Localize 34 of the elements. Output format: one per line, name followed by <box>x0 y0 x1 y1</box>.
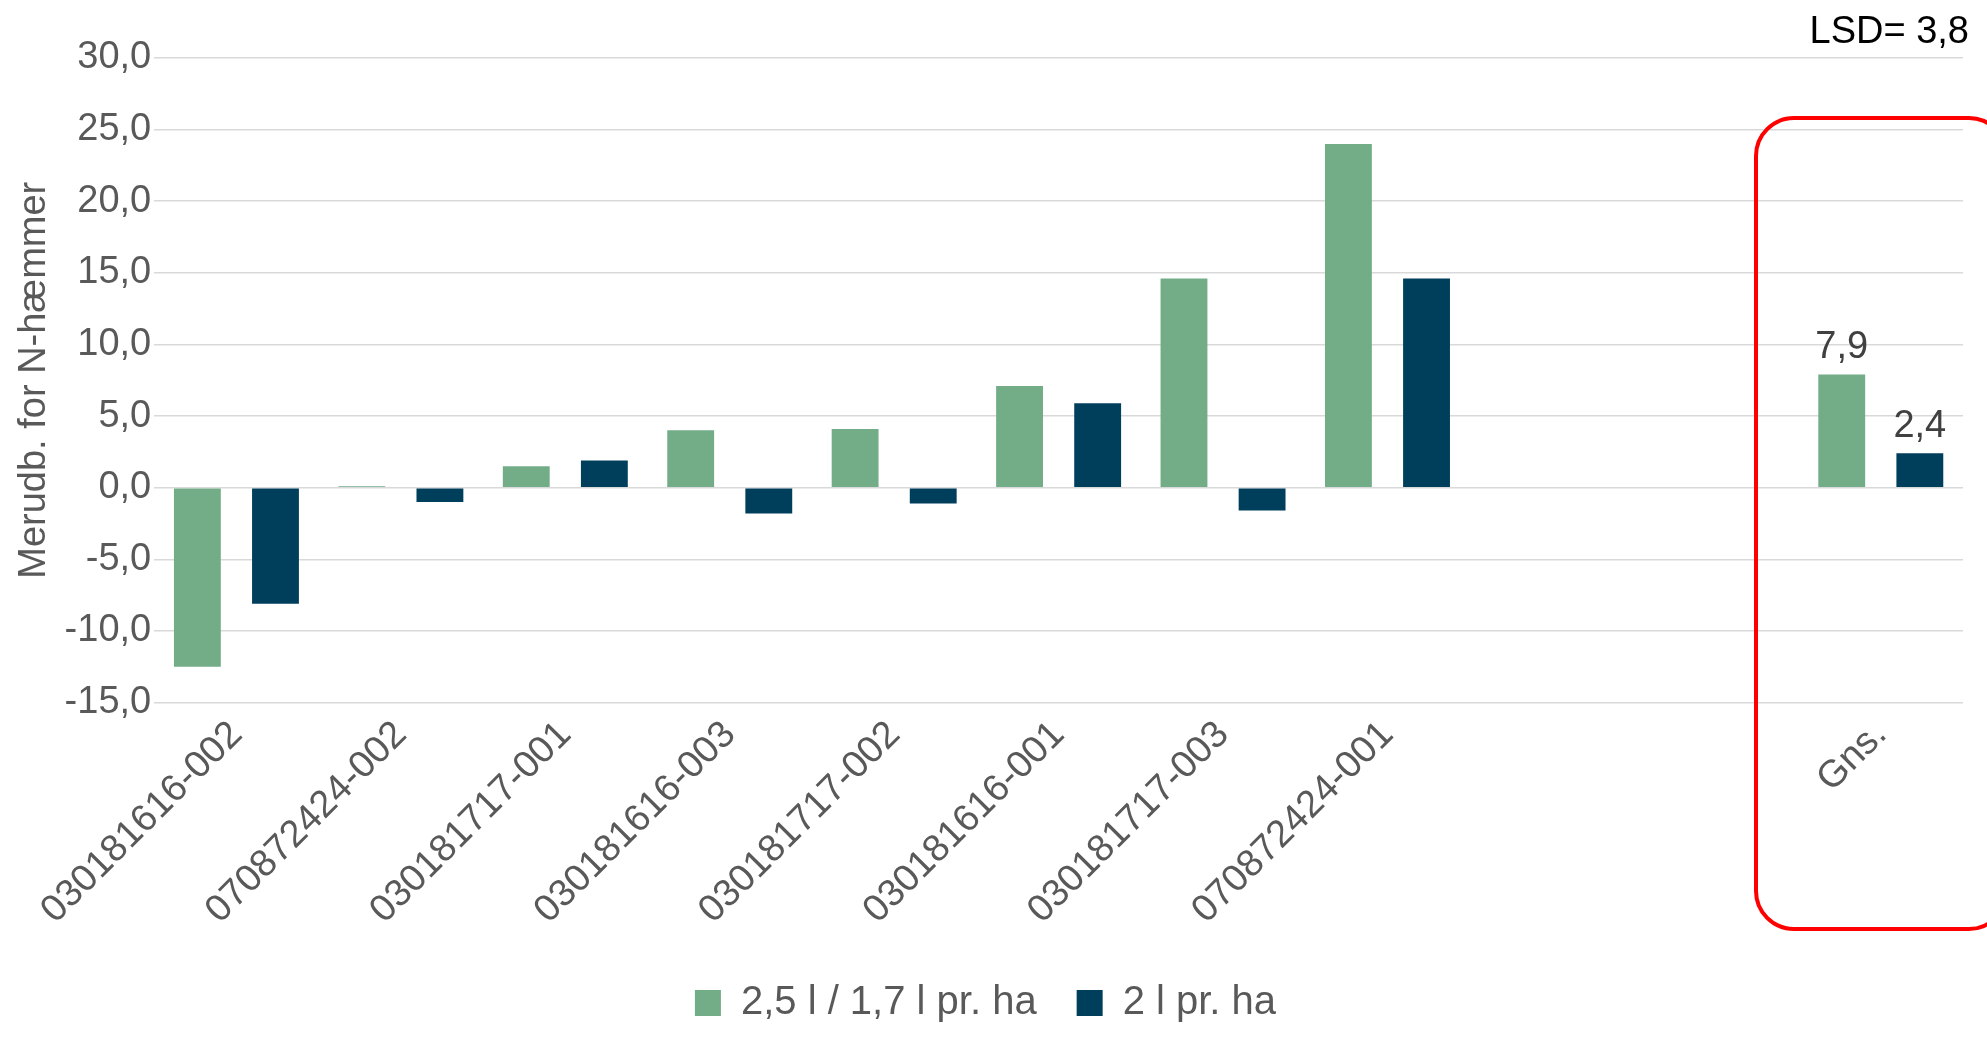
y-tick-label: 10,0 <box>77 320 152 363</box>
bar <box>1324 143 1372 487</box>
bar <box>1074 403 1122 487</box>
y-tick-label: 20,0 <box>77 177 152 220</box>
bar <box>416 488 464 502</box>
text: LSD= 3,8 <box>1809 9 1969 52</box>
y-tick-label: 25,0 <box>77 106 152 149</box>
bar <box>831 428 879 487</box>
bar <box>502 466 550 487</box>
y-tick-label: 5,0 <box>98 392 152 435</box>
bar <box>667 430 715 487</box>
bar <box>996 385 1043 487</box>
legend-label: 2,5 l / 1,7 l pr. ha <box>740 978 1038 1023</box>
y-tick-label: -15,0 <box>64 678 152 721</box>
bar <box>909 488 957 504</box>
y-axis-title: Merudb. for N-hæmmer <box>11 181 54 579</box>
y-tick-label: -5,0 <box>85 535 152 578</box>
bar <box>580 460 628 487</box>
y-tick-label: 0,0 <box>98 464 152 507</box>
bar <box>1160 278 1208 487</box>
x-tick-label: Gns. <box>1807 711 1894 799</box>
bar <box>252 488 299 604</box>
legend-label: 2 l pr. ha <box>1122 978 1277 1023</box>
y-tick-label: 30,0 <box>77 34 152 77</box>
y-tick-label: 15,0 <box>77 249 152 292</box>
bar <box>1403 278 1450 487</box>
y-tick-label: -10,0 <box>64 607 152 650</box>
bar <box>1896 453 1944 487</box>
bar <box>173 488 221 667</box>
bar <box>1818 374 1866 487</box>
data-label: 7,9 <box>1815 324 1869 366</box>
bar <box>1238 488 1286 511</box>
bar <box>745 488 793 514</box>
data-label: 2,4 <box>1893 402 1947 445</box>
